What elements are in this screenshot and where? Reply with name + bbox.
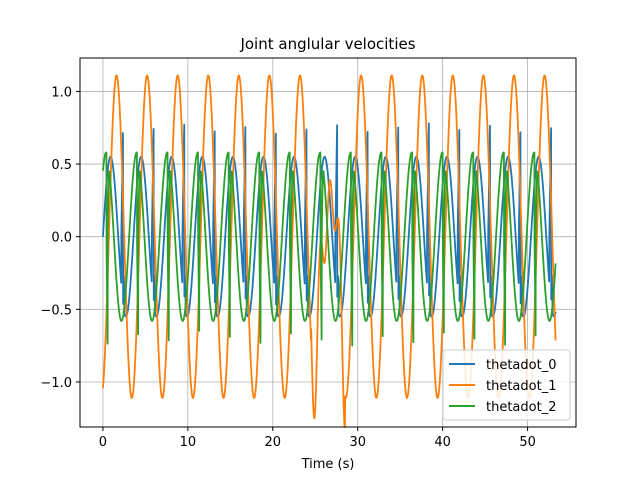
x-tick-label: 30 (349, 435, 366, 450)
x-axis-ticks: 0 10 20 30 40 50 (99, 427, 536, 450)
legend-label: thetadot_1 (486, 379, 556, 394)
y-tick-label: −1.0 (40, 376, 72, 391)
y-tick-label: 0.5 (51, 158, 72, 173)
x-axis-label: Time (s) (301, 457, 355, 472)
series-line-thetadot_1 (102, 74, 557, 428)
x-tick-label: 20 (265, 435, 282, 450)
x-tick-label: 50 (519, 435, 536, 450)
chart-title: Joint anglular velocities (239, 35, 415, 53)
y-tick-label: −0.5 (40, 303, 72, 318)
legend: thetadot_0 thetadot_1 thetadot_2 (442, 349, 571, 421)
series-layer (102, 74, 557, 428)
y-axis-ticks: −1.0 −0.5 0.0 0.5 1.0 (40, 85, 80, 391)
x-tick-label: 40 (434, 435, 451, 450)
x-tick-label: 10 (180, 435, 197, 450)
legend-box (442, 349, 571, 421)
y-tick-label: 0.0 (51, 231, 72, 246)
plot-area (102, 74, 557, 428)
x-tick-label: 0 (99, 435, 107, 450)
legend-label: thetadot_0 (486, 358, 556, 373)
legend-label: thetadot_2 (486, 400, 556, 415)
y-tick-label: 1.0 (51, 85, 72, 100)
axes-frame (79, 57, 577, 428)
series-line-thetadot_2 (102, 151, 557, 347)
